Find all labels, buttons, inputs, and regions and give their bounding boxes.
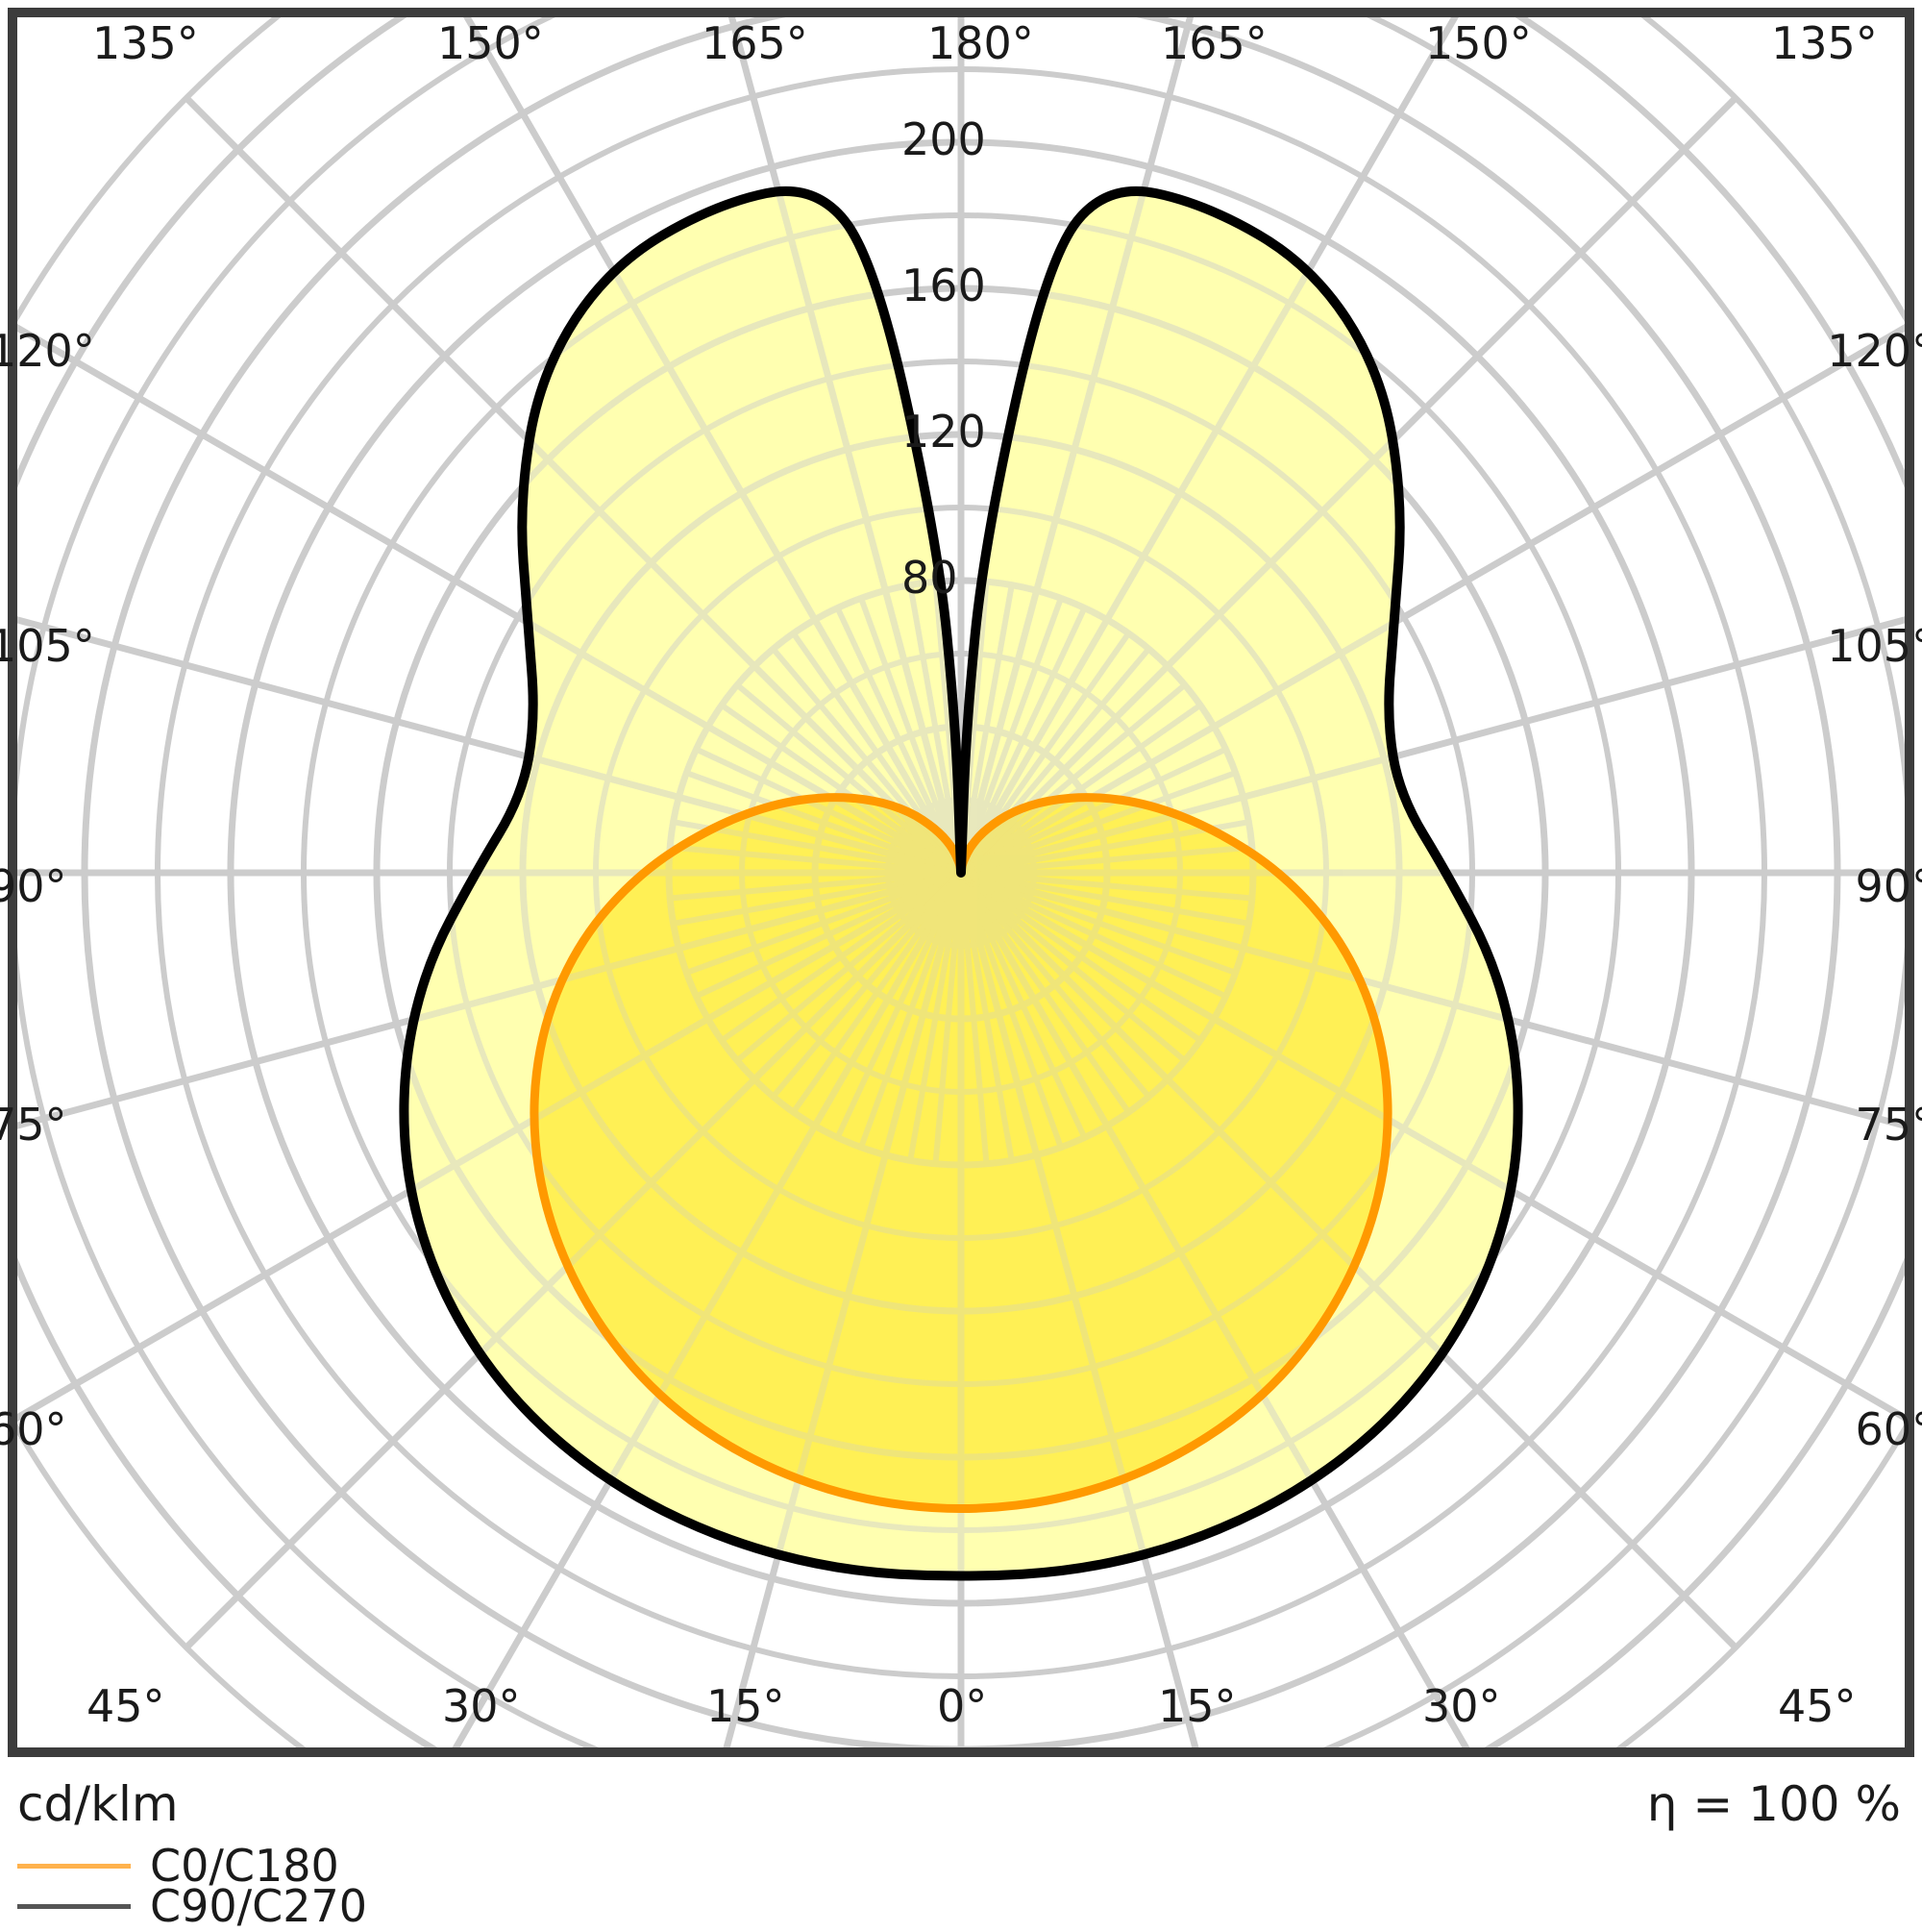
grid-over-fill-inner	[533, 797, 1389, 1509]
angle-label-bottom-6: 45°	[1778, 1680, 1857, 1732]
angle-label-bottom-2: 15°	[706, 1680, 785, 1732]
angle-label-top-5: 150°	[1425, 17, 1532, 69]
angle-label-right-1: 105°	[1827, 620, 1922, 672]
angle-label-left-4: 60°	[0, 1403, 67, 1455]
angle-label-bottom-5: 30°	[1422, 1680, 1501, 1732]
angle-label-left-0: 120°	[0, 325, 95, 377]
polar-plot-frame	[8, 8, 1914, 1757]
legend-item-c90-c270: C90/C270	[17, 1880, 368, 1932]
radial-tick-label-120: 120	[901, 406, 986, 458]
c0-c180-curve	[530, 793, 1392, 1514]
angle-label-top-0: 135°	[92, 17, 199, 69]
angle-label-bottom-3: 0°	[937, 1680, 988, 1732]
angle-label-top-4: 165°	[1161, 17, 1268, 69]
angle-label-left-3: 75°	[0, 1099, 67, 1151]
radial-tick-label-160: 160	[901, 260, 986, 311]
c0-c180-fill	[533, 797, 1389, 1509]
efficiency-label: η = 100 %	[1646, 1776, 1901, 1832]
angle-label-top-2: 165°	[702, 17, 808, 69]
angle-label-top-6: 135°	[1771, 17, 1878, 69]
legend: C0/C180 C90/C270	[17, 1840, 368, 1932]
angle-label-right-4: 60°	[1855, 1403, 1922, 1455]
angle-label-bottom-4: 15°	[1158, 1680, 1237, 1732]
angle-label-bottom-0: 45°	[86, 1680, 165, 1732]
angle-label-right-0: 120°	[1827, 325, 1922, 377]
legend-label-c90-c270: C90/C270	[150, 1880, 368, 1932]
angle-label-left-2: 90°	[0, 860, 67, 912]
legend-line-c90-c270-icon	[17, 1903, 131, 1909]
legend-item-c0-c180: C0/C180	[17, 1840, 367, 1892]
angle-label-top-3: 180°	[927, 17, 1034, 69]
units-label: cd/klm	[17, 1776, 179, 1832]
angle-label-left-1: 105°	[0, 620, 95, 672]
distribution-curves	[399, 186, 1523, 1581]
radial-tick-label-200: 200	[901, 113, 986, 165]
radial-tick-label-80: 80	[901, 552, 958, 604]
distribution-fills	[404, 190, 1518, 1576]
angle-label-top-1: 150°	[437, 17, 544, 69]
polar-plot-canvas	[17, 17, 1905, 1747]
legend-line-c0-c180-icon	[17, 1863, 131, 1869]
c90-c270-curve	[399, 186, 1523, 1581]
legend-label-c0-c180: C0/C180	[150, 1840, 339, 1892]
angle-label-bottom-1: 30°	[442, 1680, 521, 1732]
angle-label-right-3: 75°	[1855, 1099, 1922, 1151]
angle-label-right-2: 90°	[1855, 860, 1922, 912]
